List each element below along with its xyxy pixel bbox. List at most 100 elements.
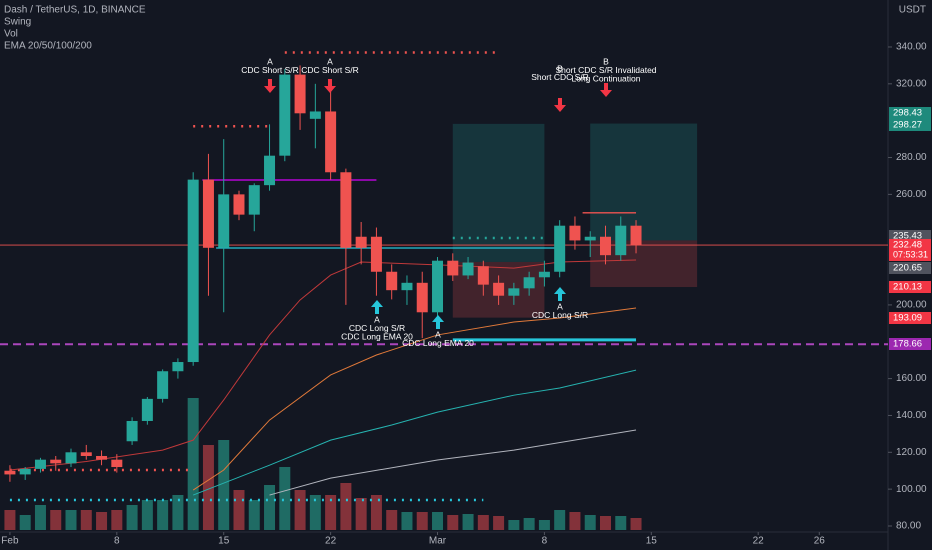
- annotation-text: A: [267, 56, 273, 66]
- candle-body: [157, 371, 169, 399]
- volume-bar: [401, 512, 413, 530]
- x-tick-label: 22: [325, 536, 337, 547]
- volume-bar: [248, 500, 260, 530]
- candle-body: [523, 277, 535, 289]
- candle-body: [340, 172, 352, 248]
- arrow-down: [324, 79, 336, 93]
- arrow-up: [371, 300, 383, 314]
- y-tick-label: 260.00: [896, 189, 927, 200]
- annotation-text: A: [374, 314, 380, 324]
- volume-bar: [157, 500, 169, 530]
- price-label: 235.43: [893, 231, 922, 242]
- volume-bar: [279, 467, 291, 530]
- volume-bar: [218, 440, 230, 530]
- price-label-bg: [889, 262, 931, 274]
- candle-body: [584, 236, 596, 241]
- price-label: 298.43: [893, 108, 922, 119]
- candle-body: [615, 225, 627, 256]
- volume-bar: [233, 490, 245, 530]
- candle-body: [233, 194, 245, 215]
- volume-bar: [538, 520, 550, 530]
- candle-body: [50, 459, 62, 464]
- currency: USDT: [899, 5, 926, 16]
- volume-bar: [187, 398, 199, 530]
- volume-bar: [462, 514, 474, 530]
- arrow-up: [554, 287, 566, 301]
- y-tick-label: 80.00: [896, 521, 921, 532]
- volume-bar: [340, 483, 352, 530]
- annotation-text: CDC Long S/R: [349, 323, 405, 333]
- annotation-text: CDC Long S/R: [532, 310, 588, 320]
- price-label-bg: [889, 119, 931, 131]
- candle-body: [416, 282, 428, 313]
- candle-body: [202, 179, 214, 248]
- volume-bar: [355, 498, 367, 530]
- annotation-text: Long Continuation: [571, 73, 640, 83]
- candle-body: [538, 271, 550, 278]
- price-label: 220.65: [893, 263, 922, 274]
- volume-bar: [554, 510, 566, 530]
- volume-bar: [294, 490, 306, 530]
- candle-body: [554, 225, 566, 272]
- volume-bar: [4, 510, 16, 530]
- candle-body: [294, 74, 306, 114]
- price-label-bg: [889, 107, 931, 119]
- candle-body: [141, 398, 153, 421]
- x-tick-label: 15: [218, 536, 230, 547]
- candle-body: [325, 111, 337, 173]
- candle-body: [477, 266, 489, 285]
- volume-bar: [126, 505, 138, 530]
- volume-bar: [493, 516, 505, 530]
- volume-bar: [432, 512, 444, 530]
- annotation-text: B: [557, 63, 563, 73]
- x-tick-label: 8: [114, 536, 120, 547]
- annotation-text: Short CDC S/R: [531, 72, 589, 82]
- annotation-text: CDC Long EMA 20: [341, 331, 413, 341]
- volume-bar: [34, 505, 46, 530]
- position-target-zone: [590, 123, 698, 241]
- x-tick-label: 26: [814, 536, 826, 547]
- ema-line: [192, 307, 637, 491]
- price-label-bg: [889, 338, 931, 350]
- arrow-down: [600, 83, 612, 97]
- header-indicator: EMA 20/50/100/200: [4, 41, 92, 52]
- candle-body: [599, 236, 611, 256]
- price-label: 298.27: [893, 120, 922, 131]
- header-indicator: Swing: [4, 17, 31, 28]
- y-tick-label: 140.00: [896, 410, 927, 421]
- volume-bar: [202, 445, 214, 530]
- candle-body: [111, 459, 123, 468]
- ema-line: [269, 429, 637, 496]
- volume-bar: [172, 495, 184, 530]
- volume-bar: [416, 512, 428, 530]
- annotation-text: A: [327, 56, 333, 66]
- y-tick-label: 320.00: [896, 78, 927, 89]
- y-tick-label: 340.00: [896, 42, 927, 53]
- price-label: 210.13: [893, 282, 922, 293]
- x-tick-label: Mar: [429, 536, 447, 547]
- annotation-text: CDC Short S/R: [301, 65, 359, 75]
- annotation-text: CDC Long EMA 20: [402, 338, 474, 348]
- annotation-text: CDC Short S/R: [241, 65, 299, 75]
- y-tick-label: 100.00: [896, 484, 927, 495]
- candle-body: [432, 260, 444, 313]
- price-label-bg: [889, 281, 931, 293]
- header-title: Dash / TetherUS, 1D, BINANCE: [4, 5, 146, 16]
- candle-body: [65, 452, 77, 464]
- candle-body: [370, 236, 382, 272]
- candle-body: [462, 262, 474, 276]
- volume-bar: [309, 495, 321, 530]
- candle-body: [279, 74, 291, 156]
- annotation-text: A: [557, 301, 563, 311]
- annotation-text: Short CDC S/R Invalidated: [555, 65, 656, 75]
- y-tick-label: 280.00: [896, 152, 927, 163]
- volume-bar: [325, 495, 337, 530]
- candle-body: [4, 470, 16, 475]
- volume-bar: [50, 510, 62, 530]
- volume-bar: [615, 516, 627, 530]
- volume-bar: [477, 515, 489, 530]
- volume-bar: [584, 515, 596, 530]
- candle-body: [34, 459, 46, 469]
- price-label: 232.48: [893, 240, 922, 251]
